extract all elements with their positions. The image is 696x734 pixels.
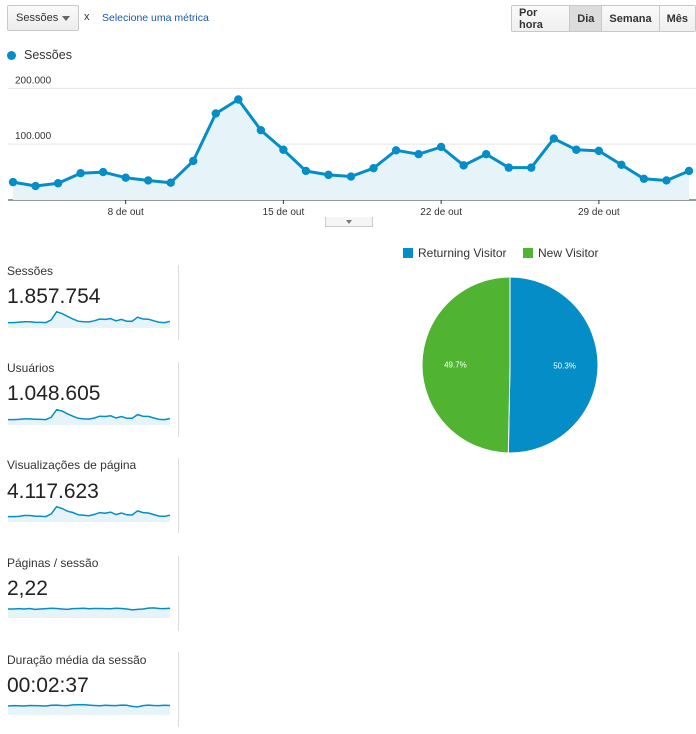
data-point [369,163,378,173]
data-point [436,142,446,152]
pie-legend-label: New Visitor [538,246,599,260]
pie-slice [507,276,599,454]
pie-slice-label: 50.3% [553,362,576,371]
chevron-down-icon [62,16,70,21]
metrics-divider [178,362,179,437]
metric-label: Sessões [7,264,54,278]
data-point [53,179,63,188]
metric-value: 4.117.623 [7,480,99,503]
sparkline-line [8,408,171,421]
pie-slice-label: 49.7% [444,360,467,369]
period-day-button[interactable]: Dia [569,6,602,31]
sparkline-line [8,310,171,324]
period-hour-button[interactable]: Por hora [512,6,570,31]
series-area [13,99,689,200]
data-point [189,156,198,166]
data-point [617,160,626,170]
data-point [572,145,581,154]
metric-value: 1.048.605 [7,382,101,405]
sparkline-area [8,506,170,522]
data-point [31,181,40,191]
sparkline-area [8,607,170,618]
metrics-divider [178,265,179,340]
metric-label: Duração média da sessão [7,653,147,667]
period-week-button[interactable]: Semana [601,6,659,31]
data-point [482,150,491,159]
y-tick-label: 200.000 [15,75,52,86]
data-point [144,176,153,185]
pie-legend-label: Returning Visitor [418,246,507,260]
legend-swatch [403,248,413,258]
metric-value: 00:02:37 [7,674,89,697]
metrics-divider [178,652,179,727]
data-point [504,163,513,172]
data-point [639,174,649,183]
data-point [662,176,671,185]
legend-swatch [523,248,533,258]
y-tick-label: 100.000 [15,131,52,142]
x-tick-label: 8 de out [108,207,144,218]
sparkline-area [8,409,170,425]
metric-label: Visualizações de página [7,458,137,472]
metric-value: 1.857.754 [7,285,101,308]
data-point [121,173,130,182]
metrics-divider [178,556,179,631]
metric-sparkline [7,703,171,715]
sparkline-area [8,311,170,328]
data-point [211,109,220,118]
metric-sparkline [8,408,171,425]
series-legend-label: Sessões [24,48,72,62]
data-point [391,146,401,155]
sparkline-line [8,607,171,611]
series-legend-dot [7,51,16,60]
data-point [527,163,536,172]
pie-legend-returning: Returning Visitor [403,246,507,260]
data-point [279,145,288,154]
metric-sparkline [8,607,171,618]
data-point [234,95,243,104]
x-tick-label: 15 de out [263,207,305,218]
sparkline-area [8,704,170,715]
data-point [684,166,694,176]
period-switcher: Por hora Dia Semana Mês [511,5,696,32]
metrics-divider [178,458,179,533]
sessions-line-chart: 200.000 100.000 8 de out 15 de out 22 de out… [8,75,696,218]
period-month-button[interactable]: Mês [658,6,695,31]
metric-sparkline [8,505,171,522]
data-point [324,170,333,180]
pie-slice [421,276,511,454]
visitor-type-pie-chart: 50.3% 49.7% [421,276,599,454]
remove-metric-button[interactable]: x [84,11,90,23]
data-point [256,126,266,135]
metric-label: Usuários [7,361,55,375]
metric-value: 2,22 [7,577,48,600]
data-point [98,167,108,177]
data-point [301,166,311,176]
metric-label: Páginas / sessão [7,556,99,570]
data-point [346,172,356,181]
data-point [549,134,558,143]
sparkline-line [7,703,171,708]
metric-select-label: Sessões [16,12,59,24]
collapse-chart-toggle[interactable] [325,217,373,227]
pie-legend-new: New Visitor [523,246,598,260]
data-point [594,146,604,156]
data-point [8,177,18,187]
select-metric-link[interactable]: Selecione uma métrica [102,12,209,24]
data-point [76,169,85,178]
data-point [459,161,468,170]
data-point [414,150,423,159]
data-point [166,178,175,187]
sparkline-line [8,505,171,518]
x-tick-label: 22 de out [420,207,462,218]
metric-select[interactable]: Sessões [7,5,79,31]
metric-sparkline [8,310,171,328]
x-tick-label: 29 de out [578,207,620,218]
